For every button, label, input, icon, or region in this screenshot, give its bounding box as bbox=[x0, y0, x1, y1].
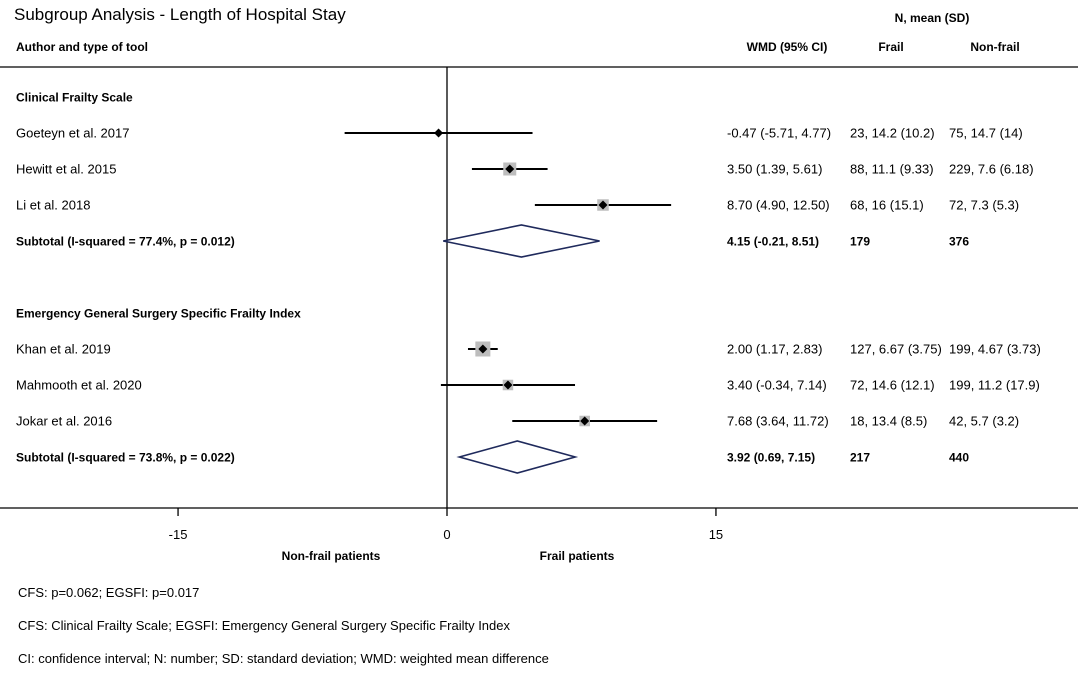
x-tick-label: 15 bbox=[709, 527, 723, 542]
study-label: Li et al. 2018 bbox=[16, 198, 90, 213]
column-header-effect: WMD (95% CI) bbox=[747, 40, 828, 54]
forest-rows: Clinical Frailty Scale Goeteyn et al. 201… bbox=[16, 91, 1041, 474]
frail-n-mean-sd: 23, 14.2 (10.2) bbox=[850, 126, 935, 141]
nonfrail-n-mean-sd: 199, 11.2 (17.9) bbox=[949, 378, 1040, 393]
point-estimate-marker bbox=[580, 416, 590, 426]
study-label: Hewitt et al. 2015 bbox=[16, 162, 116, 177]
x-axis: -15 0 15 bbox=[169, 508, 723, 542]
study-label: Goeteyn et al. 2017 bbox=[16, 126, 129, 141]
nonfrail-n-mean-sd: 229, 7.6 (6.18) bbox=[949, 162, 1034, 177]
subtotal-effect-text: 3.92 (0.69, 7.15) bbox=[727, 451, 815, 465]
group-heading: Emergency General Surgery Specific Frail… bbox=[16, 307, 301, 321]
point-estimate-marker bbox=[503, 380, 513, 390]
footnote-definitions: CI: confidence interval; N: number; SD: … bbox=[18, 651, 549, 666]
footnote-abbreviations: CFS: Clinical Frailty Scale; EGSFI: Emer… bbox=[18, 618, 510, 633]
study-label: Mahmooth et al. 2020 bbox=[16, 378, 142, 393]
point-estimate-marker bbox=[598, 200, 608, 210]
forest-plot: Subgroup Analysis - Length of Hospital S… bbox=[0, 5, 1078, 563]
point-estimate-marker bbox=[478, 344, 488, 354]
frail-n-mean-sd: 68, 16 (15.1) bbox=[850, 198, 924, 213]
nonfrail-n-mean-sd: 75, 14.7 (14) bbox=[949, 126, 1023, 141]
nonfrail-n-mean-sd: 72, 7.3 (5.3) bbox=[949, 198, 1019, 213]
column-header-frail: Frail bbox=[878, 40, 903, 54]
subtotal-label: Subtotal (I-squared = 77.4%, p = 0.012) bbox=[16, 235, 235, 249]
column-header-study: Author and type of tool bbox=[16, 40, 148, 54]
frail-n-mean-sd: 127, 6.67 (3.75) bbox=[850, 342, 942, 357]
study-label: Khan et al. 2019 bbox=[16, 342, 111, 357]
effect-estimate-text: 3.40 (-0.34, 7.14) bbox=[727, 378, 827, 393]
frail-n-mean-sd: 88, 11.1 (9.33) bbox=[850, 162, 934, 177]
favours-left-label: Non-frail patients bbox=[282, 549, 381, 563]
frail-n-mean-sd: 72, 14.6 (12.1) bbox=[850, 378, 935, 393]
chart-title: Subgroup Analysis - Length of Hospital S… bbox=[14, 5, 346, 24]
effect-estimate-text: -0.47 (-5.71, 4.77) bbox=[727, 126, 831, 141]
nonfrail-n-mean-sd: 199, 4.67 (3.73) bbox=[949, 342, 1041, 357]
subtotal-frail-n: 217 bbox=[850, 451, 870, 465]
header-group-label: N, mean (SD) bbox=[895, 11, 970, 25]
point-estimate-marker bbox=[505, 164, 515, 174]
x-tick-label: -15 bbox=[169, 527, 188, 542]
nonfrail-n-mean-sd: 42, 5.7 (3.2) bbox=[949, 414, 1019, 429]
favours-right-label: Frail patients bbox=[540, 549, 615, 563]
effect-estimate-text: 8.70 (4.90, 12.50) bbox=[727, 198, 830, 213]
effect-estimate-text: 3.50 (1.39, 5.61) bbox=[727, 162, 822, 177]
subtotal-label: Subtotal (I-squared = 73.8%, p = 0.022) bbox=[16, 451, 235, 465]
footnote-p-values: CFS: p=0.062; EGSFI: p=0.017 bbox=[18, 585, 200, 600]
subtotal-frail-n: 179 bbox=[850, 235, 870, 249]
effect-estimate-text: 2.00 (1.17, 2.83) bbox=[727, 342, 822, 357]
x-tick-label: 0 bbox=[443, 527, 450, 542]
group-heading: Clinical Frailty Scale bbox=[16, 91, 133, 105]
point-estimate-marker bbox=[434, 128, 444, 138]
pooled-estimate-diamond bbox=[456, 440, 579, 474]
subtotal-nonfrail-n: 376 bbox=[949, 235, 969, 249]
effect-estimate-text: 7.68 (3.64, 11.72) bbox=[727, 414, 829, 429]
subtotal-nonfrail-n: 440 bbox=[949, 451, 969, 465]
pooled-estimate-diamond bbox=[443, 224, 600, 258]
subtotal-effect-text: 4.15 (-0.21, 8.51) bbox=[727, 235, 819, 249]
frail-n-mean-sd: 18, 13.4 (8.5) bbox=[850, 414, 927, 429]
column-header-nonfrail: Non-frail bbox=[970, 40, 1019, 54]
study-label: Jokar et al. 2016 bbox=[16, 414, 112, 429]
